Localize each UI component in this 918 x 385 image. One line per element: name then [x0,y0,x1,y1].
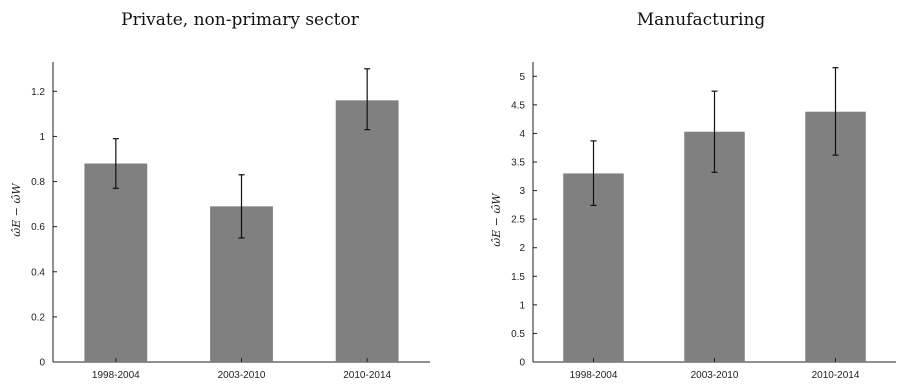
y-tick-label: 4 [519,129,525,140]
y-tick-label: 4.5 [511,100,525,111]
y-tick-label: 3 [519,186,525,197]
y-tick-label: 0 [39,358,45,369]
x-tick-label: 2003-2010 [691,370,739,381]
chart-title: Manufacturing [637,10,766,30]
x-tick-label: 2010-2014 [812,370,860,381]
y-tick-label: 1.5 [511,272,525,283]
y-axis-label: ω̂E − ω̂W [490,192,503,247]
plot-area: 0 0.2 0.4 0.6 0.8 1 1.2 1998-2004 2003-2010 2010-… [31,62,430,381]
chart-panel-manufacturing: Manufacturing ω̂E − ω̂W 0 0.5 1 1.5 2 2.5 3 3.5… [490,10,896,381]
x-tick-label: 1998-2004 [570,370,618,381]
y-tick-label: 3.5 [511,158,525,169]
y-tick-label: 2.5 [511,215,525,226]
x-tick-label: 1998-2004 [92,370,140,381]
chart-title: Private, non-primary sector [121,10,360,30]
y-tick-label: 2 [519,243,525,254]
y-axis-label: ω̂E − ω̂W [10,182,23,237]
y-tick-label: 1 [519,300,525,311]
plot-area: 0 0.5 1 1.5 2 2.5 3 3.5 4 4.5 5 1998-2004 2003-2010 2… [511,62,896,381]
chart-panel-private-sector: Private, non-primary sector ω̂E − ω̂W 00… [10,10,430,381]
y-tick-label: 0.5 [511,329,525,340]
y-tick-label: 1 [39,132,45,143]
y-tick-label: 0.8 [31,177,45,188]
bar [335,100,399,363]
y-tick-label: 5 [519,72,525,83]
y-tick-label: 0.4 [31,267,45,278]
y-tick-label: 0 [519,358,525,369]
x-tick-label: 2003-2010 [218,370,266,381]
x-tick-label: 2010-2014 [343,370,391,381]
y-tick-label: 0.2 [31,312,45,323]
y-tick-label: 1.2 [31,87,45,98]
y-tick-label: 0.6 [31,222,45,233]
bar [84,163,148,362]
